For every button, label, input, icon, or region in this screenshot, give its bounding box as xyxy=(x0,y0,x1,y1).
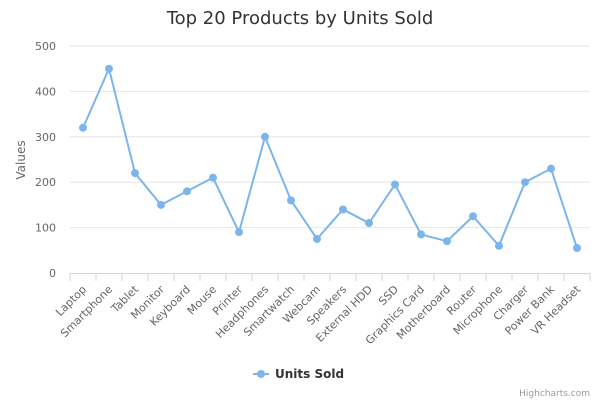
data-point[interactable] xyxy=(183,187,191,195)
data-point[interactable] xyxy=(287,196,295,204)
y-tick-label: 0 xyxy=(49,267,56,280)
y-tick-label: 400 xyxy=(35,85,56,98)
data-point[interactable] xyxy=(365,219,373,227)
legend-point-marker xyxy=(257,370,265,378)
data-point[interactable] xyxy=(417,230,425,238)
data-point[interactable] xyxy=(495,242,503,250)
data-point[interactable] xyxy=(79,124,87,132)
y-tick-label: 100 xyxy=(35,222,56,235)
y-axis-title: Values xyxy=(14,140,28,179)
data-point[interactable] xyxy=(573,244,581,252)
data-point[interactable] xyxy=(443,237,451,245)
data-point[interactable] xyxy=(261,133,269,141)
data-point[interactable] xyxy=(235,228,243,236)
y-tick-label: 200 xyxy=(35,176,56,189)
data-point[interactable] xyxy=(547,165,555,173)
data-point[interactable] xyxy=(313,235,321,243)
data-point[interactable] xyxy=(469,212,477,220)
y-tick-label: 500 xyxy=(35,40,56,53)
legend-label: Units Sold xyxy=(275,367,344,381)
data-point[interactable] xyxy=(521,178,529,186)
data-point[interactable] xyxy=(131,169,139,177)
credits-link[interactable]: Highcharts.com xyxy=(519,389,590,399)
data-point[interactable] xyxy=(157,201,165,209)
data-point[interactable] xyxy=(391,180,399,188)
chart-title: Top 20 Products by Units Sold xyxy=(166,8,434,29)
data-point[interactable] xyxy=(105,65,113,73)
data-point[interactable] xyxy=(339,205,347,213)
y-tick-label: 300 xyxy=(35,131,56,144)
data-point[interactable] xyxy=(209,174,217,182)
